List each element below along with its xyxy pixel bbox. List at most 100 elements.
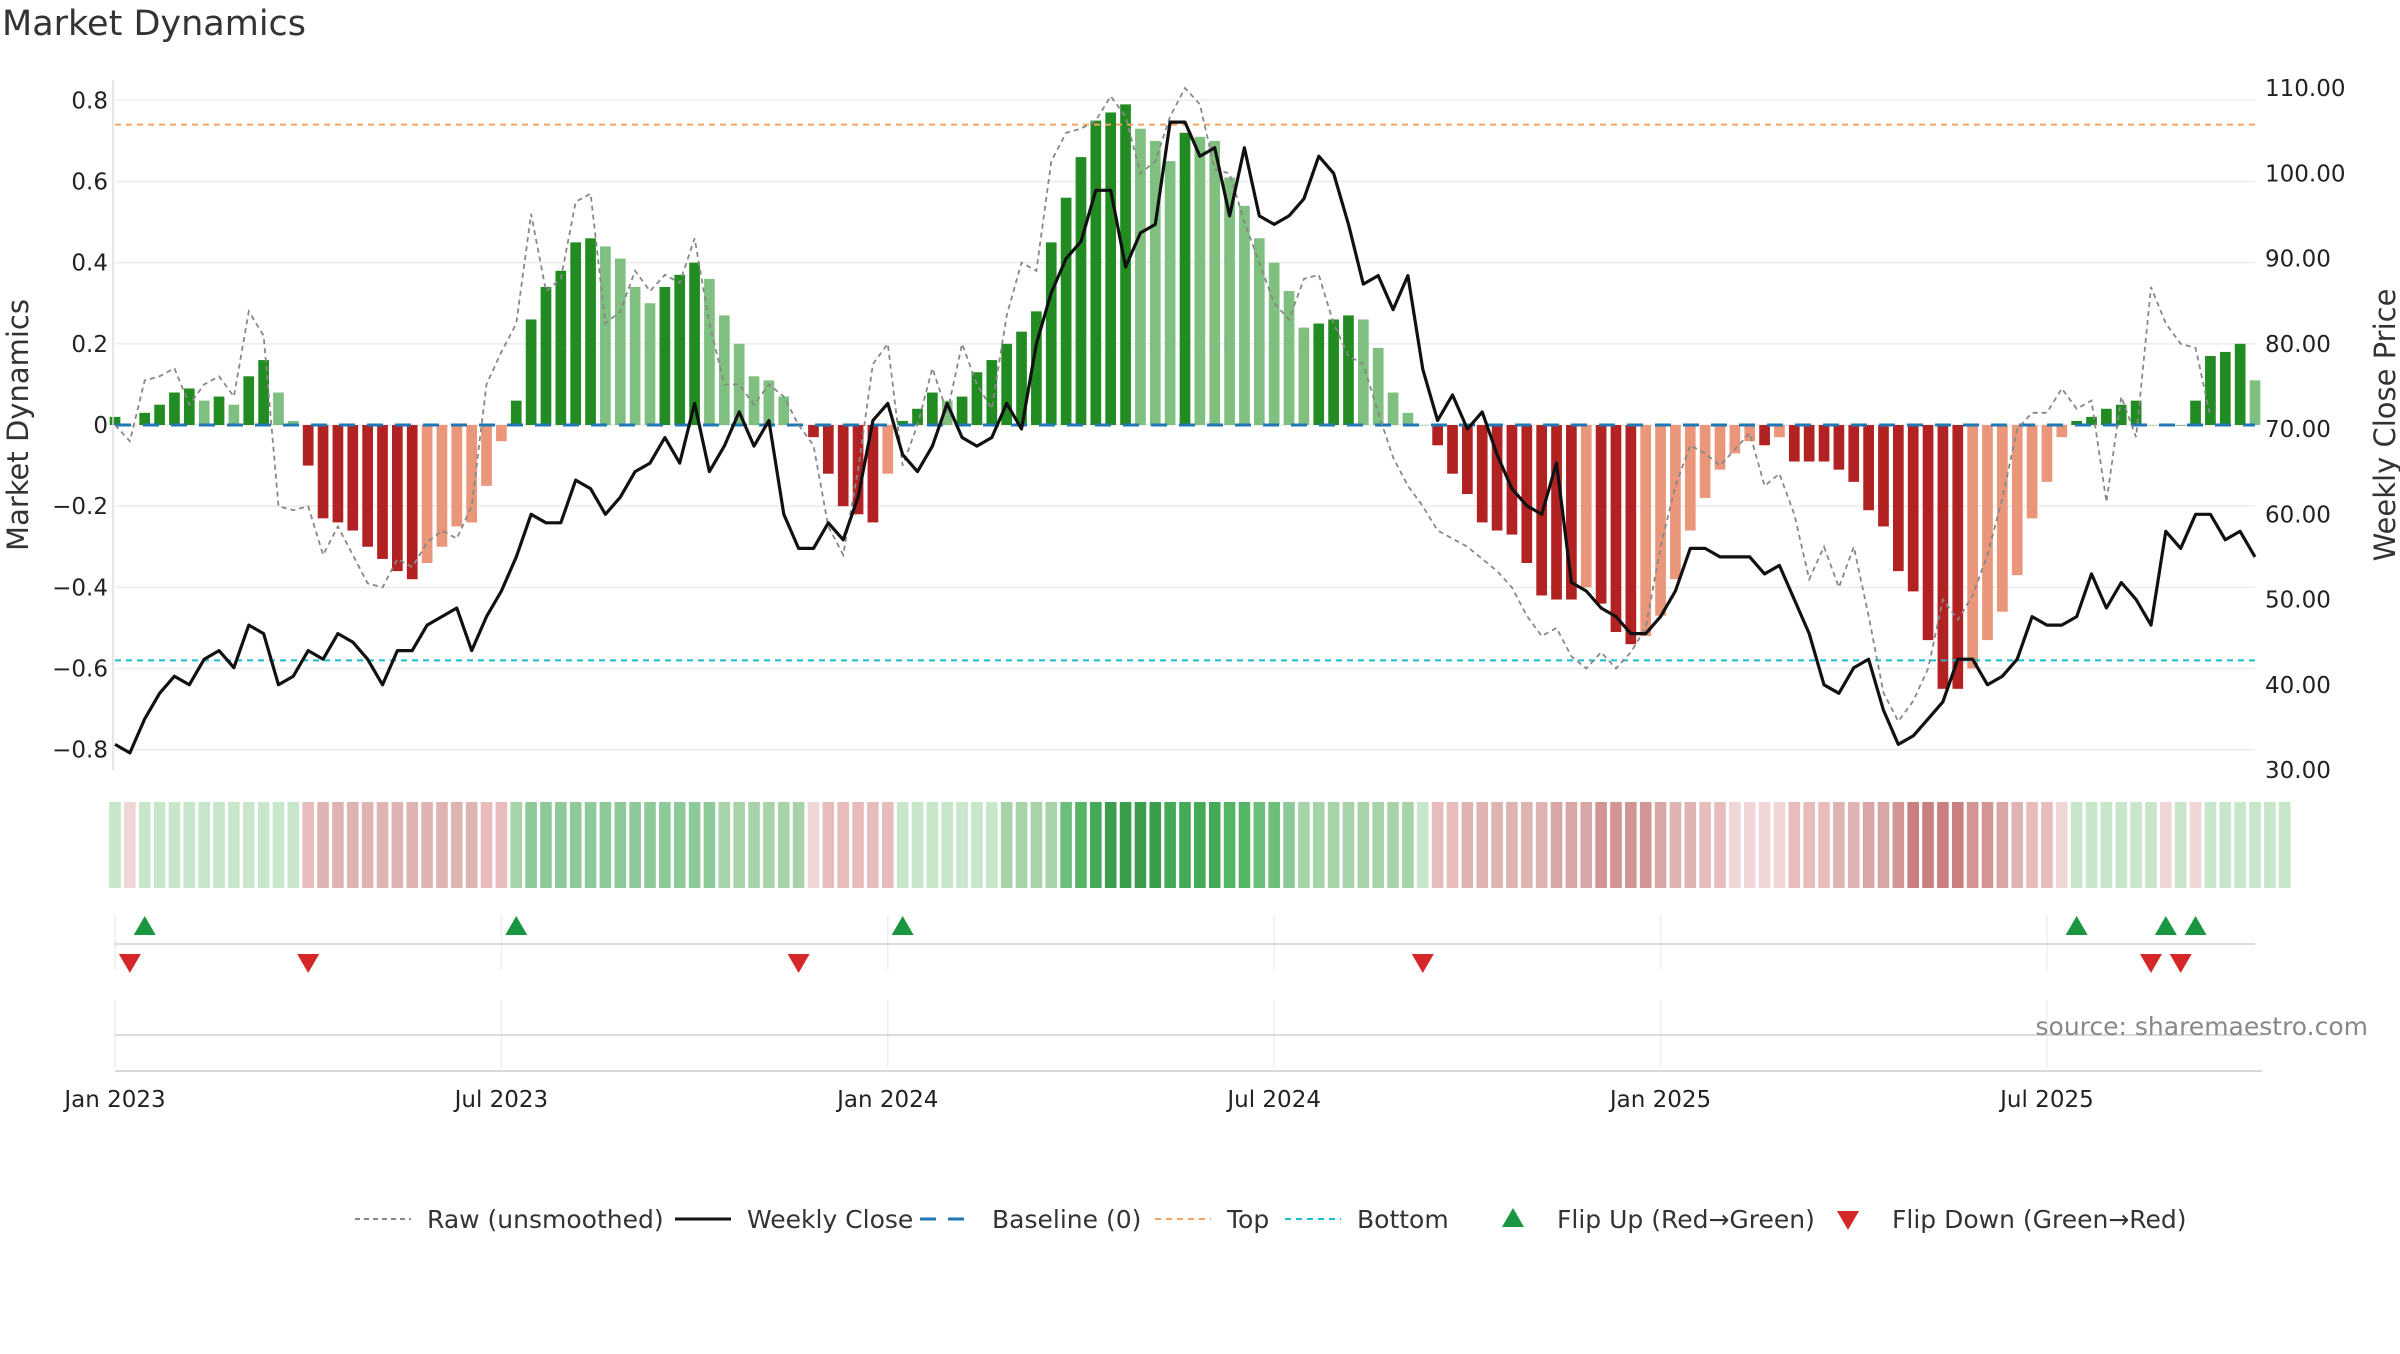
y-tick-label-right: 70.00 — [2265, 417, 2331, 443]
regime-cell — [614, 802, 627, 888]
momentum-bar — [1164, 161, 1176, 426]
momentum-bar — [837, 425, 849, 507]
regime-cell — [1550, 802, 1563, 888]
regime-cell — [1030, 802, 1043, 888]
momentum-bar — [1803, 425, 1815, 462]
momentum-bar — [139, 412, 151, 425]
momentum-bar — [213, 396, 225, 425]
momentum-bar — [659, 287, 671, 425]
momentum-bar — [808, 425, 819, 438]
momentum-bar — [689, 262, 700, 425]
x-tick-label: Jan 2024 — [835, 1087, 938, 1113]
regime-cell — [451, 802, 463, 888]
momentum-bar — [778, 396, 790, 425]
regime-cell — [822, 802, 835, 888]
regime-cell — [495, 802, 508, 888]
momentum-bar — [1506, 425, 1518, 535]
momentum-bar — [1997, 425, 2008, 612]
regime-cell — [1090, 802, 1102, 888]
regime-cell — [1283, 802, 1295, 888]
momentum-bar — [897, 420, 908, 425]
regime-cell — [1000, 802, 1013, 888]
regime-cell — [807, 802, 820, 888]
momentum-bar — [1774, 425, 1785, 438]
regime-cell — [2115, 802, 2128, 888]
momentum-bar — [822, 425, 834, 474]
flip-down-marker — [118, 954, 141, 973]
y-tick-label-left: −0.2 — [52, 494, 108, 520]
regime-cell — [2011, 802, 2024, 888]
regime-cell — [1179, 802, 1191, 888]
regime-cell — [1194, 802, 1206, 888]
momentum-bar — [1328, 319, 1339, 425]
momentum-bar — [733, 343, 745, 425]
momentum-bar — [1045, 242, 1057, 425]
regime-cell — [1238, 802, 1251, 888]
momentum-bar — [1640, 425, 1652, 637]
momentum-bar — [1655, 425, 1666, 616]
x-tick-label: Jan 2025 — [1608, 1087, 1711, 1113]
regime-cell — [272, 802, 285, 888]
momentum-bar — [1016, 331, 1027, 425]
regime-cell — [376, 802, 389, 888]
regime-cell — [1357, 802, 1370, 888]
regime-cell — [1075, 802, 1087, 888]
regime-cell — [1476, 802, 1489, 888]
momentum-bar — [1283, 291, 1295, 425]
regime-cell — [2264, 802, 2276, 888]
regime-cell — [2130, 802, 2142, 888]
regime-cell — [1164, 802, 1176, 888]
momentum-bar — [2219, 351, 2231, 425]
regime-cell — [941, 802, 954, 888]
regime-cell — [2234, 802, 2246, 888]
regime-cell — [837, 802, 849, 888]
regime-cell — [1298, 802, 1310, 888]
regime-cell — [1951, 802, 1964, 888]
momentum-bar — [1313, 323, 1325, 425]
momentum-bar — [585, 238, 596, 425]
momentum-bar — [347, 425, 359, 531]
regime-cell — [1639, 802, 1652, 888]
momentum-bar — [436, 425, 448, 547]
y-tick-label-left: 0.2 — [71, 332, 108, 358]
regime-cell — [688, 802, 701, 888]
momentum-bar — [1194, 136, 1206, 425]
regime-cell — [391, 802, 404, 888]
regime-strip — [109, 802, 2291, 888]
regime-cell — [2070, 802, 2083, 888]
x-tick-label: Jan 2023 — [62, 1087, 165, 1113]
regime-cell — [1907, 802, 1919, 888]
regime-cell — [1268, 802, 1280, 888]
momentum-bar — [1521, 425, 1533, 563]
momentum-bar — [1714, 425, 1726, 470]
axes-layer: 0.8 0.6 0.4 0.2 0 −0.2 −0.4 −0.6 −0.8 110.00 100.0… — [52, 76, 2345, 1113]
regime-cell — [703, 802, 716, 888]
regime-cell — [1045, 802, 1058, 888]
momentum-bar — [1209, 140, 1221, 425]
momentum-bar — [600, 246, 611, 425]
regime-cell — [867, 802, 879, 888]
regime-cell — [881, 802, 894, 888]
momentum-bar — [525, 319, 537, 425]
momentum-bar — [2011, 425, 2023, 576]
momentum-bar — [1253, 238, 1265, 425]
regime-cell — [1981, 802, 1994, 888]
regime-cell — [1119, 802, 1132, 888]
regime-cell — [1580, 802, 1593, 888]
y-tick-label-left: −0.4 — [52, 575, 108, 601]
regime-cell — [213, 802, 225, 888]
momentum-bar — [1744, 425, 1756, 442]
regime-cell — [525, 802, 537, 888]
regime-cell — [1892, 802, 1905, 888]
momentum-bar — [421, 425, 433, 563]
chart-title: Market Dynamics — [2, 4, 307, 44]
y-tick-label-right: 50.00 — [2265, 588, 2331, 614]
momentum-bar — [1729, 425, 1741, 454]
momentum-bar — [109, 416, 121, 425]
momentum-bar — [1907, 425, 1919, 592]
flip-up-marker — [133, 916, 156, 935]
lines-layer — [114, 86, 2257, 755]
momentum-bar — [1357, 319, 1369, 425]
momentum-bar — [718, 315, 730, 425]
